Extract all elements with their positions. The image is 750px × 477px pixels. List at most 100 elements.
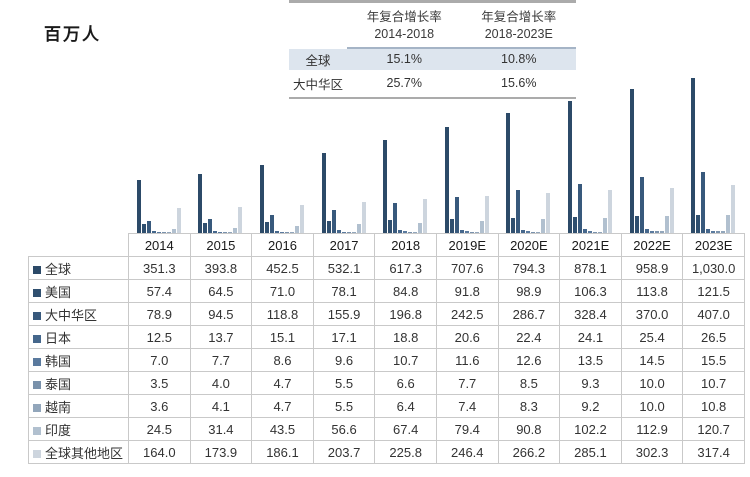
row-label: 美国 [28, 279, 129, 303]
bar [151, 231, 156, 233]
table-cell: 31.4 [189, 417, 253, 441]
table-cell: 878.1 [559, 256, 622, 280]
bar [582, 229, 587, 233]
table-cell: 102.2 [559, 417, 622, 441]
bar [136, 180, 141, 233]
table-row: 大中华区 78.9 94.5 118.8 155.9 196.8 242.5 286.7 328… [28, 302, 745, 326]
bar [691, 78, 696, 233]
bar [526, 231, 531, 233]
bar [274, 231, 279, 233]
table-cell: 10.0 [620, 394, 684, 418]
row-label: 印度 [28, 417, 129, 441]
table-cell: 4.0 [189, 371, 253, 395]
bar [531, 232, 536, 233]
year-header: 2020E [497, 233, 561, 257]
table-cell: 91.8 [435, 279, 499, 303]
bar [223, 232, 228, 233]
bar [233, 228, 238, 233]
legend-swatch-icon [33, 265, 41, 274]
table-cell: 13.5 [559, 348, 622, 372]
bar [383, 140, 388, 233]
bar-group-2018 [374, 78, 436, 233]
table-cell: 7.7 [435, 371, 499, 395]
bar [408, 232, 413, 233]
table-cell: 617.3 [374, 256, 437, 280]
bar [511, 218, 516, 233]
bar [423, 199, 428, 233]
table-row: 美国 57.4 64.5 71.0 78.1 84.8 91.8 98.9 106.3 113.8… [28, 279, 745, 303]
bar [711, 231, 716, 233]
table-cell: 532.1 [312, 256, 376, 280]
unit-label: 百万人 [44, 25, 101, 45]
bar [403, 231, 408, 233]
legend-swatch-icon [33, 357, 41, 366]
table-cell: 707.6 [435, 256, 499, 280]
bar [393, 203, 398, 233]
clustered-bar-chart [128, 78, 744, 233]
bar [664, 216, 669, 233]
table-cell: 79.4 [435, 417, 499, 441]
cagr-header-row: 年复合增长率 2014-2018 年复合增长率 2018-2023E [289, 3, 576, 49]
bar-group-2020e [498, 78, 560, 233]
table-cell: 8.5 [497, 371, 561, 395]
table-cell: 286.7 [497, 302, 561, 326]
table-cell: 302.3 [620, 440, 684, 464]
table-cell: 242.5 [435, 302, 499, 326]
bar [567, 101, 572, 233]
bar [696, 215, 701, 233]
bar [141, 224, 146, 233]
table-cell: 246.4 [435, 440, 499, 464]
bar [716, 231, 721, 233]
bar-group-2023e [682, 78, 744, 233]
table-cell: 266.2 [497, 440, 561, 464]
bar-group-2019e [436, 78, 498, 233]
bar [146, 221, 151, 233]
year-header: 2018 [374, 233, 437, 257]
bar [464, 231, 469, 233]
table-cell: 6.4 [374, 394, 437, 418]
table-cell: 7.0 [128, 348, 191, 372]
table-cell: 121.5 [682, 279, 745, 303]
legend-swatch-icon [33, 449, 41, 458]
bar [592, 232, 597, 233]
cagr-col-header-2018-2023e: 年复合增长率 2018-2023E [461, 7, 576, 49]
cagr-col-header-line1: 年复合增长率 [481, 10, 557, 24]
year-header: 2015 [189, 233, 253, 257]
table-cell: 164.0 [128, 440, 191, 464]
table-cell: 84.8 [374, 279, 437, 303]
bar [161, 232, 166, 233]
table-cell: 3.5 [128, 371, 191, 395]
bar [721, 231, 726, 233]
table-cell: 8.3 [497, 394, 561, 418]
bar [341, 232, 346, 233]
bar [669, 188, 674, 233]
table-cell: 24.5 [128, 417, 191, 441]
cagr-corner-spacer [289, 7, 347, 49]
table-cell: 26.5 [682, 325, 745, 349]
bar [577, 184, 582, 233]
table-cell: 407.0 [682, 302, 745, 326]
bar [166, 232, 171, 233]
bar [644, 229, 649, 233]
bar [418, 223, 423, 233]
table-cell: 90.8 [497, 417, 561, 441]
table-cell: 958.9 [620, 256, 684, 280]
bar [726, 215, 731, 233]
table-cell: 12.5 [128, 325, 191, 349]
bar [238, 207, 243, 233]
table-cell: 7.7 [189, 348, 253, 372]
year-header: 2016 [251, 233, 314, 257]
table-cell: 225.8 [374, 440, 437, 464]
bar [639, 177, 644, 233]
table-cell: 328.4 [559, 302, 622, 326]
table-row: 全球其他地区 164.0 173.9 186.1 203.7 225.8 246.4 266.… [28, 440, 745, 464]
bar-group-2014 [128, 78, 190, 233]
table-cell: 794.3 [497, 256, 561, 280]
bar-group-2022e [621, 78, 683, 233]
bar [398, 230, 403, 233]
bar [336, 230, 341, 233]
row-label: 泰国 [28, 371, 129, 395]
table-cell: 12.6 [497, 348, 561, 372]
data-table: 2014 2015 2016 2017 2018 2019E 2020E 2021E 2022E… [28, 233, 745, 464]
